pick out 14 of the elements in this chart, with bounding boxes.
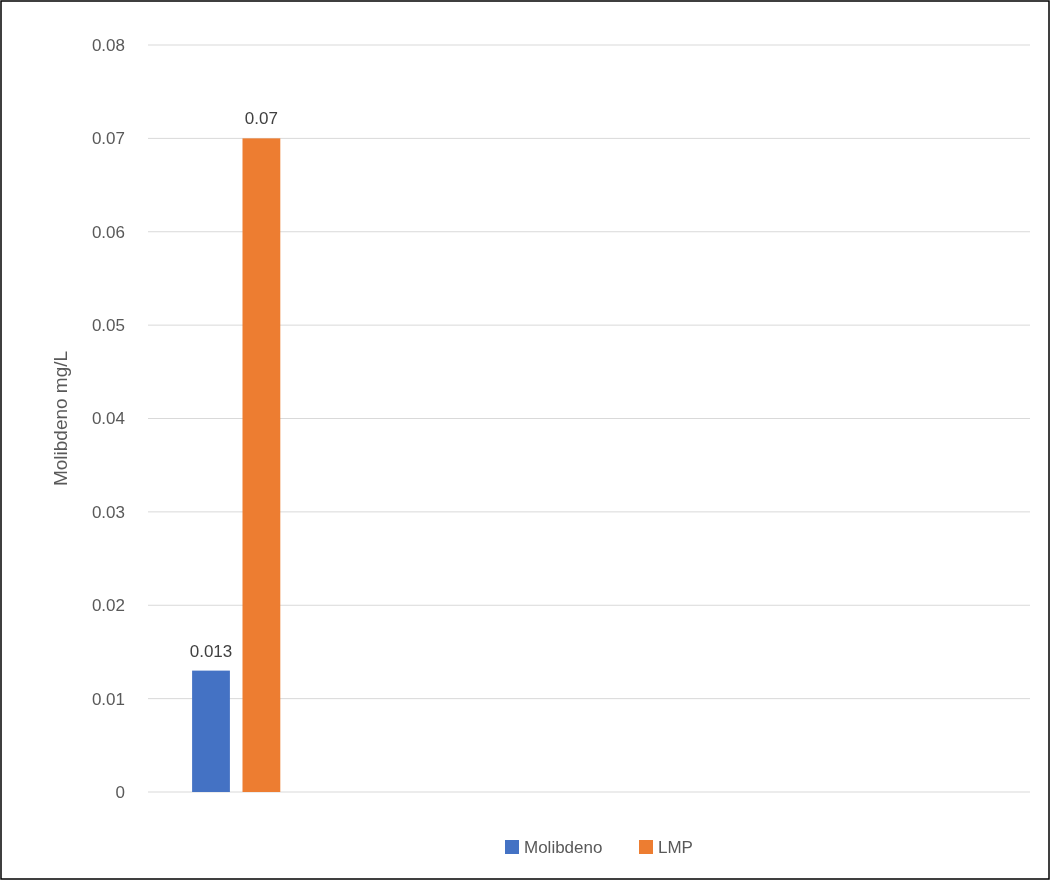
y-tick-label: 0.07 (91, 129, 125, 149)
y-tick-label: 0.04 (91, 409, 125, 429)
y-axis-title: Molibdeno mg/L (50, 350, 71, 487)
legend-label: LMP (658, 837, 693, 857)
y-tick-label: 0.03 (91, 502, 125, 522)
y-tick-label: 0.01 (91, 689, 125, 709)
data-label: 0.013 (189, 641, 233, 661)
y-tick-label: 0 (115, 782, 125, 802)
y-tick-label: 0.02 (91, 596, 125, 616)
y-tick-label: 0.08 (91, 35, 125, 55)
y-tick-label: 0.06 (91, 222, 125, 242)
data-label: 0.07 (244, 109, 278, 129)
legend-label: Molibdeno (524, 837, 603, 857)
y-tick-label: 0.05 (91, 316, 125, 336)
